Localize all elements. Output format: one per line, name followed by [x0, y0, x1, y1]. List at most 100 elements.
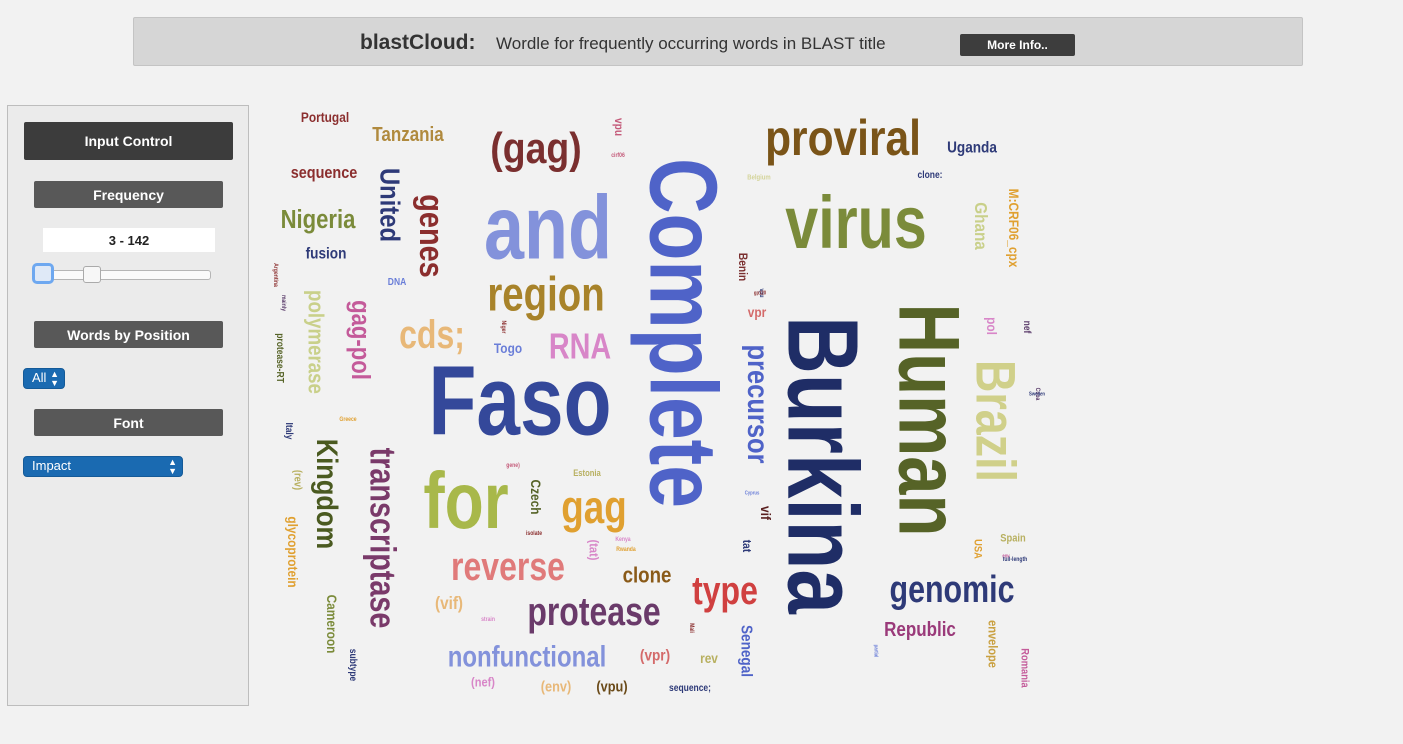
- cloud-word[interactable]: Uganda: [947, 139, 997, 156]
- cloud-word[interactable]: full-length: [1003, 557, 1028, 563]
- cloud-word[interactable]: Nigeria: [281, 205, 356, 234]
- cloud-word[interactable]: Cameroon: [324, 595, 340, 654]
- cloud-word[interactable]: (vpr): [640, 647, 670, 664]
- cloud-word[interactable]: Czech: [528, 479, 544, 514]
- cloud-word[interactable]: Togo: [494, 340, 522, 356]
- cloud-word[interactable]: vif: [758, 506, 774, 520]
- cloud-word[interactable]: (env): [541, 677, 571, 694]
- cloud-word[interactable]: genes: [413, 194, 452, 278]
- cloud-word[interactable]: (tat): [586, 540, 601, 561]
- cloud-word[interactable]: precursor: [741, 345, 774, 464]
- cloud-word[interactable]: proviral: [765, 110, 921, 166]
- cloud-word[interactable]: Benin: [736, 253, 749, 281]
- cloud-word[interactable]: env: [1002, 553, 1010, 558]
- cloud-word[interactable]: vpu: [612, 118, 625, 136]
- cloud-word[interactable]: virus: [785, 182, 926, 265]
- cloud-word[interactable]: (gag): [490, 123, 581, 173]
- cloud-word[interactable]: subtype: [348, 649, 359, 682]
- cloud-word[interactable]: gene): [506, 463, 520, 469]
- cloud-word[interactable]: type: [692, 567, 758, 612]
- cloud-word[interactable]: reverse: [451, 543, 565, 588]
- cloud-word[interactable]: glycoprotein: [285, 516, 301, 587]
- cloud-word[interactable]: transcriptase: [363, 448, 404, 629]
- cloud-word[interactable]: cds;: [399, 311, 465, 356]
- cloud-word[interactable]: Republic: [884, 618, 956, 641]
- cloud-word[interactable]: Italy: [284, 423, 295, 441]
- cloud-word[interactable]: partial: [873, 645, 878, 658]
- cloud-word[interactable]: rev: [700, 650, 719, 666]
- frequency-button[interactable]: Frequency: [34, 181, 223, 208]
- cloud-word[interactable]: envelope: [985, 620, 1000, 668]
- cloud-word[interactable]: Belgium: [747, 174, 771, 182]
- cloud-word[interactable]: tat: [740, 540, 753, 553]
- cloud-word[interactable]: pol: [984, 317, 1000, 335]
- cloud-word[interactable]: Ghana: [971, 202, 991, 250]
- cloud-word[interactable]: United: [374, 168, 406, 242]
- cloud-word[interactable]: vpu: [758, 288, 764, 298]
- cloud-word[interactable]: Sweden: [1029, 391, 1045, 396]
- cloud-word[interactable]: DNA: [388, 277, 407, 288]
- cloud-word[interactable]: for: [423, 456, 508, 545]
- cloud-word[interactable]: Cuba: [1034, 388, 1040, 402]
- cloud-word[interactable]: Complete: [629, 158, 736, 508]
- cloud-word[interactable]: Portugal: [301, 109, 349, 125]
- cloud-word[interactable]: genomic: [890, 569, 1015, 611]
- cloud-word[interactable]: isolate: [526, 531, 542, 537]
- words-by-position-button[interactable]: Words by Position: [34, 321, 223, 348]
- cloud-word[interactable]: clone:: [917, 170, 942, 181]
- cloud-word[interactable]: Estonia: [573, 468, 601, 479]
- cloud-word[interactable]: USA: [971, 539, 983, 559]
- input-control-button[interactable]: Input Control: [24, 122, 233, 160]
- cloud-word[interactable]: Burkina: [766, 316, 878, 614]
- cloud-word[interactable]: mainly: [280, 295, 286, 312]
- cloud-word[interactable]: Mali: [688, 623, 694, 633]
- cloud-word[interactable]: gag: [561, 481, 626, 533]
- more-info-button[interactable]: More Info..: [960, 34, 1075, 56]
- cloud-word[interactable]: Tanzania: [372, 123, 444, 146]
- cloud-word[interactable]: and: [484, 178, 612, 278]
- position-select[interactable]: All ▲ ▼: [23, 368, 65, 389]
- cloud-word[interactable]: (rev): [291, 470, 303, 490]
- cloud-word[interactable]: (vif): [435, 593, 463, 613]
- cloud-word[interactable]: protease: [527, 588, 660, 633]
- position-select-value: All: [32, 370, 47, 385]
- font-button[interactable]: Font: [34, 409, 223, 436]
- frequency-slider-max-handle[interactable]: [83, 266, 101, 283]
- cloud-word[interactable]: Romania: [1018, 648, 1030, 688]
- cloud-word[interactable]: Niger: [500, 321, 506, 335]
- cloud-word[interactable]: Kingdom: [310, 439, 343, 549]
- cloud-word[interactable]: Greece: [339, 417, 356, 423]
- cloud-word[interactable]: gag-pol: [345, 300, 374, 380]
- cloud-word[interactable]: strain: [481, 617, 495, 623]
- cloud-word[interactable]: nef: [1022, 321, 1033, 335]
- cloud-word[interactable]: Rwanda: [616, 547, 636, 553]
- cloud-word[interactable]: sequence;: [669, 683, 711, 694]
- cloud-word[interactable]: Spain: [1000, 533, 1025, 545]
- cloud-word[interactable]: Argentina: [272, 263, 278, 288]
- cloud-word[interactable]: Human: [881, 303, 977, 536]
- cloud-word[interactable]: Senegal: [737, 625, 754, 677]
- cloud-word[interactable]: (nef): [471, 674, 495, 689]
- select-arrows-icon: ▲ ▼: [168, 457, 177, 476]
- font-select[interactable]: Impact ▲ ▼: [23, 456, 183, 477]
- cloud-word[interactable]: gp120: [754, 290, 767, 295]
- cloud-word[interactable]: protease-RT: [275, 333, 286, 383]
- cloud-word[interactable]: Cyprus: [745, 490, 760, 495]
- cloud-word[interactable]: polymerase: [303, 290, 327, 394]
- cloud-word[interactable]: nonfunctional: [448, 639, 607, 673]
- cloud-word[interactable]: M:CRF06_cpx: [1006, 189, 1022, 268]
- cloud-word[interactable]: Faso: [429, 346, 612, 455]
- cloud-word[interactable]: region: [487, 268, 604, 321]
- cloud-word[interactable]: fusion: [306, 245, 347, 262]
- frequency-range-display[interactable]: [43, 228, 215, 252]
- frequency-slider-min-handle[interactable]: [34, 265, 52, 282]
- cloud-word[interactable]: Brazil: [965, 360, 1028, 482]
- cloud-word[interactable]: sequence: [291, 164, 358, 182]
- cloud-word[interactable]: Kenya: [615, 537, 631, 543]
- cloud-word[interactable]: vpr: [748, 304, 767, 320]
- cloud-word[interactable]: (vpu): [596, 677, 627, 694]
- cloud-word[interactable]: cirf06: [611, 153, 625, 159]
- cloud-word[interactable]: clone: [623, 564, 672, 588]
- cloud-word[interactable]: RNA: [549, 326, 611, 367]
